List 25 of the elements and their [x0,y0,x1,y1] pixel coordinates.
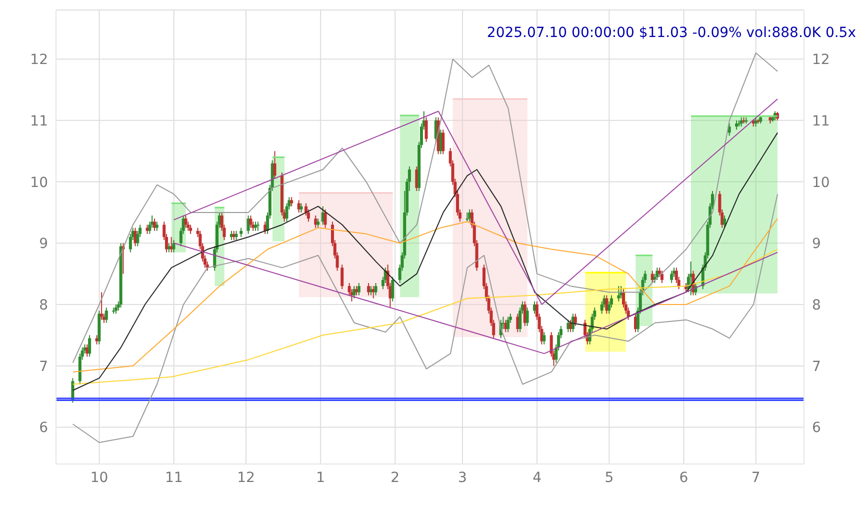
y2-tick-label: 7 [812,358,821,375]
x-tick-label: 6 [679,470,688,486]
y-tick-label: 6 [39,420,48,436]
x-tick-label: 4 [532,470,542,486]
x-tick-label: 10 [90,470,108,486]
y2-tick-label: 9 [812,236,821,252]
y2-tick-label: 6 [812,420,821,436]
y-tick-label: 10 [30,174,48,191]
y-tick-label: 12 [30,52,48,68]
y-tick-label: 7 [39,358,48,375]
x-tick-label: 12 [237,470,255,486]
x-tick-label: 5 [604,470,614,486]
x-tick-label: 3 [458,470,467,486]
y2-tick-label: 10 [812,174,830,191]
y2-tick-label: 8 [812,297,821,314]
text: 2025.07.10 00:00:00 $11.03 -0.09% vol:888.0K 0.5x [486,25,856,41]
x-tick-label: 11 [164,470,183,486]
x-tick-label: 1 [316,470,326,486]
y-tick-label: 9 [39,236,48,252]
x-tick-label: 7 [751,470,760,486]
y2-tick-label: 11 [812,113,830,130]
x-tick-label: 2 [390,470,400,486]
y2-tick-label: 12 [812,52,830,68]
y-tick-label: 8 [39,297,48,314]
y-tick-label: 11 [30,113,48,130]
